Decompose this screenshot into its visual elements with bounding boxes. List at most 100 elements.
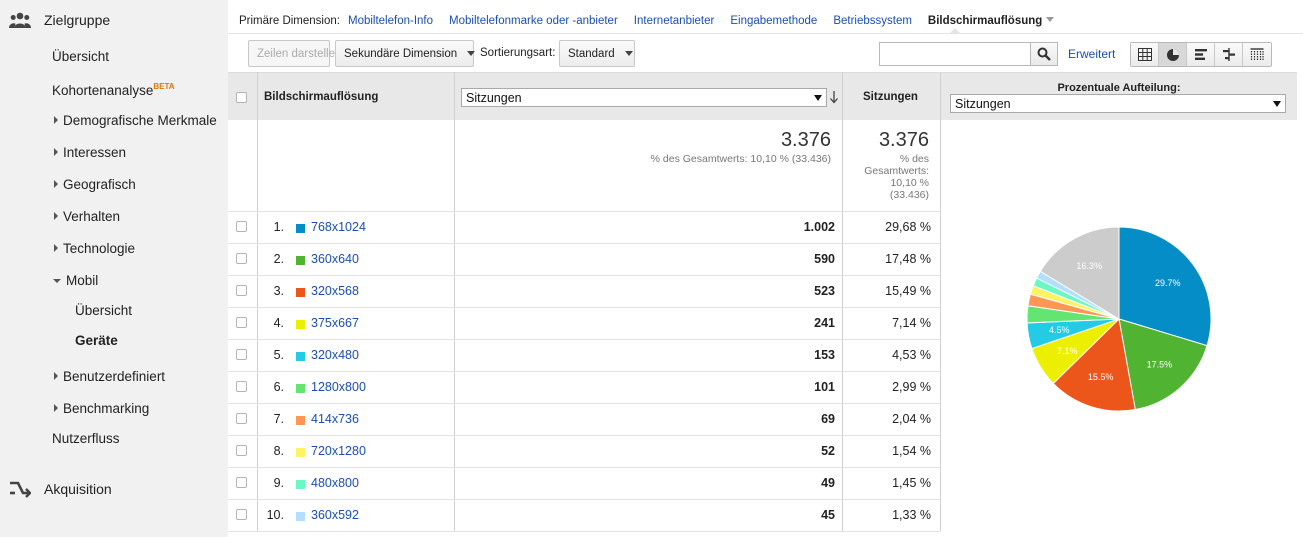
sidebar-item-nutzerfluss[interactable]: Nutzerfluss	[52, 431, 120, 446]
row-color-swatch	[296, 480, 305, 489]
nav-section-zielgruppe[interactable]: Zielgruppe	[0, 8, 110, 32]
pie-slice[interactable]	[1039, 226, 1120, 320]
table-row: 9. 480x800 49 1,45 %	[228, 467, 940, 499]
total-value-metric: 3.376	[780, 129, 831, 151]
sidebar-item-uebersicht[interactable]: Übersicht	[52, 49, 110, 64]
table-row: 7. 414x736 69 2,04 %	[228, 403, 940, 435]
row-sitzungen-percent: 2,04 %	[892, 412, 931, 426]
sidebar-item-benutzerdefiniert[interactable]: Benutzerdefiniert	[54, 367, 165, 387]
comparison-view-button[interactable]	[1215, 43, 1243, 66]
sidebar-item-technologie[interactable]: Technologie	[54, 239, 135, 259]
row-metric-value: 69	[821, 412, 835, 426]
expand-arrow-icon	[54, 404, 58, 412]
sidebar-item-geraete[interactable]: Geräte	[75, 333, 118, 348]
table-search-input[interactable]	[879, 42, 1031, 66]
row-checkbox[interactable]	[236, 317, 247, 328]
pie-slice-label: 16.3%	[1076, 261, 1102, 271]
row-metric-value: 523	[814, 284, 835, 298]
nav-section-label: Akquisition	[44, 481, 112, 497]
total-value-sitzungen: 3.376	[878, 129, 929, 151]
sidebar-item-benchmarking[interactable]: Benchmarking	[54, 399, 149, 419]
sort-type-dropdown[interactable]: Standard	[559, 40, 635, 67]
row-color-swatch	[296, 320, 305, 329]
dimension-link-eingabemethode[interactable]: Eingabemethode	[730, 15, 818, 27]
dimension-link-mobiltelefon-info[interactable]: Mobiltelefon-Info	[347, 15, 434, 27]
table-row: 5. 320x480 153 4,53 %	[228, 339, 940, 371]
row-dimension-link[interactable]: 1280x800	[311, 380, 366, 394]
dimension-active-bildschirmaufloesung[interactable]: Bildschirmauflösung	[928, 15, 1055, 27]
zeilen-darstellen-button[interactable]: Zeilen darstellen	[248, 40, 341, 67]
pie-panel-header: Prozentuale Aufteilung: Sitzungen	[940, 72, 1297, 120]
dimension-link-internetanbieter[interactable]: Internetanbieter	[633, 15, 715, 27]
row-dimension-link[interactable]: 480x800	[311, 476, 359, 490]
pie-view-icon	[1166, 48, 1179, 61]
sort-type-label: Sortierungsart:	[480, 47, 556, 59]
sidebar-item-mobil-uebersicht[interactable]: Übersicht	[75, 303, 133, 318]
row-index: 10.	[266, 508, 284, 522]
row-dimension-link[interactable]: 320x480	[311, 348, 359, 362]
row-checkbox[interactable]	[236, 445, 247, 456]
row-checkbox[interactable]	[236, 477, 247, 488]
dimension-link-betriebssystem[interactable]: Betriebssystem	[833, 15, 912, 27]
pie-slice[interactable]	[1052, 317, 1136, 412]
advanced-filter-link[interactable]: Erweitert	[1068, 47, 1116, 61]
performance-view-button[interactable]	[1187, 43, 1215, 66]
pivot-view-button[interactable]	[1243, 43, 1271, 66]
pie-metric-select[interactable]: Sitzungen	[950, 94, 1286, 113]
row-dimension-link[interactable]: 768x1024	[311, 220, 366, 234]
row-index: 4.	[273, 316, 284, 330]
pie-slice-label: 4.5%	[1049, 325, 1070, 335]
row-metric-value: 153	[814, 348, 835, 362]
row-dimension-link[interactable]: 320x568	[311, 284, 359, 298]
nav-section-akquisition[interactable]: Akquisition	[0, 477, 112, 501]
sidebar-item-demografische[interactable]: Demografische Merkmale	[54, 111, 217, 131]
pie-view-button[interactable]	[1159, 43, 1187, 66]
sidebar-item-mobil[interactable]: Mobil	[53, 271, 98, 291]
row-sitzungen-percent: 1,33 %	[892, 508, 931, 522]
row-metric-value: 52	[821, 444, 835, 458]
table-view-button[interactable]	[1131, 43, 1159, 66]
row-metric-value: 241	[814, 316, 835, 330]
row-checkbox[interactable]	[236, 285, 247, 296]
sort-descending-icon[interactable]	[829, 73, 839, 121]
row-dimension-link[interactable]: 375x667	[311, 316, 359, 330]
dimension-link-mobiltelefonmarke[interactable]: Mobiltelefonmarke oder -anbieter	[449, 15, 618, 27]
row-sitzungen-percent: 1,54 %	[892, 444, 931, 458]
expand-arrow-icon	[54, 180, 58, 188]
row-checkbox[interactable]	[236, 253, 247, 264]
column-header-dimension[interactable]: Bildschirmauflösung	[264, 91, 379, 103]
pie-slice[interactable]	[1118, 226, 1212, 347]
sidebar-item-geografisch[interactable]: Geografisch	[54, 175, 136, 195]
row-dimension-link[interactable]: 360x592	[311, 508, 359, 522]
pie-slice[interactable]	[1118, 318, 1208, 411]
sidebar-item-interessen[interactable]: Interessen	[54, 143, 126, 163]
row-checkbox[interactable]	[236, 413, 247, 424]
row-checkbox[interactable]	[236, 221, 247, 232]
column-header-sitzungen[interactable]: Sitzungen	[863, 91, 918, 103]
sidebar-item-verhalten[interactable]: Verhalten	[54, 207, 120, 227]
row-checkbox[interactable]	[236, 349, 247, 360]
total-percent-metric: % des Gesamtwerts: 10,10 % (33.436)	[650, 153, 831, 165]
metric-select[interactable]: Sitzungen	[461, 88, 827, 107]
pie-slice-label: 7.1%	[1057, 346, 1078, 356]
table-bottom-border	[228, 531, 940, 532]
expand-arrow-icon	[54, 116, 58, 124]
audience-icon	[2, 11, 38, 29]
row-dimension-link[interactable]: 720x1280	[311, 444, 366, 458]
sidebar-item-kohortenanalyse[interactable]: KohortenanalyseBETA	[52, 82, 175, 98]
row-metric-value: 49	[821, 476, 835, 490]
row-checkbox[interactable]	[236, 509, 247, 520]
secondary-dimension-dropdown[interactable]: Sekundäre Dimension	[335, 40, 476, 67]
select-all-checkbox[interactable]	[236, 73, 247, 121]
row-dimension-link[interactable]: 414x736	[311, 412, 359, 426]
chevron-down-icon	[1273, 100, 1281, 107]
row-checkbox[interactable]	[236, 381, 247, 392]
pivot-view-icon	[1250, 48, 1264, 60]
row-metric-value: 590	[814, 252, 835, 266]
search-button[interactable]	[1030, 42, 1058, 66]
column-divider	[842, 72, 843, 531]
row-color-swatch	[296, 256, 305, 265]
total-percent-sitzungen: % des Gesamtwerts: 10,10 % (33.436)	[864, 153, 929, 201]
row-dimension-link[interactable]: 360x640	[311, 252, 359, 266]
row-sitzungen-percent: 29,68 %	[885, 220, 931, 234]
